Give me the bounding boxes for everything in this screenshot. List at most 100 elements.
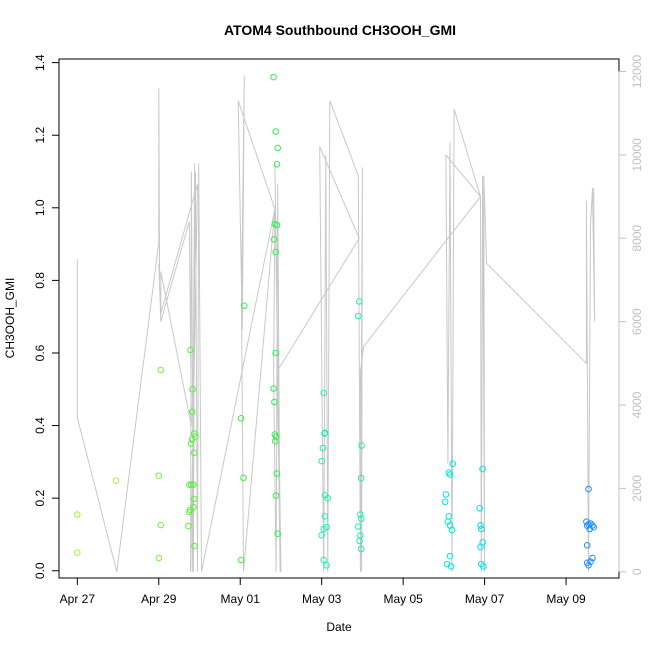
data-point bbox=[319, 444, 327, 452]
data-point bbox=[155, 472, 163, 480]
altitude-series-line bbox=[76, 75, 596, 572]
data-point bbox=[272, 492, 280, 499]
y2-tick-label: 8000 bbox=[630, 225, 644, 252]
data-point bbox=[190, 495, 198, 503]
data-point bbox=[186, 508, 193, 516]
data-point bbox=[357, 545, 365, 553]
data-point bbox=[274, 530, 282, 538]
y-tick-label: 0.8 bbox=[33, 272, 47, 289]
data-point bbox=[448, 526, 456, 534]
data-point bbox=[442, 491, 450, 498]
data-point bbox=[358, 442, 365, 449]
data-point bbox=[357, 515, 365, 523]
points-layer bbox=[74, 73, 598, 570]
data-point bbox=[477, 522, 484, 529]
data-point bbox=[590, 523, 598, 531]
data-point bbox=[446, 552, 454, 560]
data-point bbox=[189, 386, 196, 393]
data-point bbox=[155, 554, 163, 562]
data-point bbox=[320, 389, 328, 397]
y-axis-left: 0.0 0.2 0.4 0.6 0.8 1.0 1.2 1.4 bbox=[33, 54, 60, 579]
data-point bbox=[240, 474, 247, 482]
data-point bbox=[237, 415, 245, 422]
data-point bbox=[586, 525, 594, 533]
x-tick-label: May 03 bbox=[302, 592, 342, 606]
data-point bbox=[190, 481, 197, 489]
data-point bbox=[320, 556, 328, 564]
y-tick-label: 0.0 bbox=[33, 562, 47, 579]
data-point bbox=[589, 554, 596, 562]
data-point bbox=[357, 511, 364, 518]
data-point bbox=[157, 366, 165, 374]
data-point bbox=[187, 346, 194, 354]
data-point bbox=[355, 298, 363, 305]
data-point bbox=[449, 460, 457, 468]
data-point bbox=[321, 513, 329, 520]
data-point bbox=[318, 531, 326, 539]
data-point bbox=[355, 523, 362, 530]
x-tick-label: Apr 29 bbox=[141, 592, 177, 606]
y2-tick-label: 6000 bbox=[630, 308, 644, 335]
data-point bbox=[478, 525, 485, 533]
data-point bbox=[272, 433, 280, 440]
data-point bbox=[356, 537, 363, 545]
data-point bbox=[272, 349, 280, 357]
x-tick-label: Apr 27 bbox=[60, 592, 96, 606]
y-tick-label: 1.0 bbox=[33, 199, 47, 216]
data-point bbox=[446, 471, 454, 478]
data-point bbox=[273, 470, 281, 477]
data-point bbox=[272, 248, 280, 256]
data-point bbox=[323, 562, 330, 569]
data-point bbox=[185, 522, 192, 530]
x-axis: Apr 27 Apr 29 May 01 May 03 May 05 May 07 May … bbox=[60, 577, 586, 606]
data-point bbox=[188, 436, 196, 443]
data-point bbox=[477, 543, 484, 551]
data-point bbox=[186, 481, 193, 489]
data-point bbox=[357, 474, 365, 482]
data-point bbox=[237, 556, 245, 564]
data-point bbox=[587, 558, 594, 566]
x-tick-label: May 01 bbox=[221, 592, 261, 606]
data-point bbox=[355, 312, 362, 320]
data-point bbox=[188, 481, 195, 489]
y-axis-right: 0 2000 4000 6000 8000 10000 12000 bbox=[618, 54, 644, 575]
y-tick-label: 1.2 bbox=[33, 127, 47, 144]
y-tick-label: 0.6 bbox=[33, 344, 47, 361]
data-point bbox=[480, 563, 487, 570]
data-point bbox=[478, 560, 485, 568]
data-point bbox=[273, 161, 281, 168]
data-point bbox=[271, 398, 278, 406]
y-tick-label: 1.4 bbox=[33, 54, 47, 71]
x-tick-label: May 07 bbox=[465, 592, 505, 606]
y2-tick-label: 0 bbox=[630, 568, 644, 575]
data-point bbox=[272, 437, 279, 445]
x-tick-label: May 09 bbox=[546, 592, 586, 606]
y-axis-label: CH3OOH_GMI bbox=[3, 278, 17, 359]
y2-tick-label: 4000 bbox=[630, 391, 644, 418]
data-point bbox=[318, 457, 326, 465]
data-point bbox=[112, 477, 120, 485]
data-point bbox=[320, 525, 328, 533]
x-axis-label: Date bbox=[326, 620, 352, 634]
data-point bbox=[270, 385, 277, 392]
data-point bbox=[447, 563, 455, 570]
data-point bbox=[190, 430, 198, 437]
data-point bbox=[241, 302, 248, 310]
data-point bbox=[190, 449, 198, 457]
data-point bbox=[324, 494, 332, 502]
data-point bbox=[191, 542, 198, 550]
y2-tick-label: 12000 bbox=[630, 54, 644, 88]
data-point bbox=[444, 518, 452, 526]
chart-title: ATOM4 Southbound CH3OOH_GMI bbox=[224, 22, 456, 38]
data-point bbox=[585, 562, 592, 569]
data-point bbox=[157, 521, 165, 529]
y2-tick-label: 2000 bbox=[630, 475, 644, 502]
data-point bbox=[273, 221, 281, 229]
data-point bbox=[274, 144, 282, 152]
data-point bbox=[272, 128, 280, 135]
data-point bbox=[188, 408, 196, 416]
y-tick-label: 0.4 bbox=[33, 417, 47, 434]
x-tick-label: May 05 bbox=[383, 592, 423, 606]
data-point bbox=[441, 498, 449, 506]
